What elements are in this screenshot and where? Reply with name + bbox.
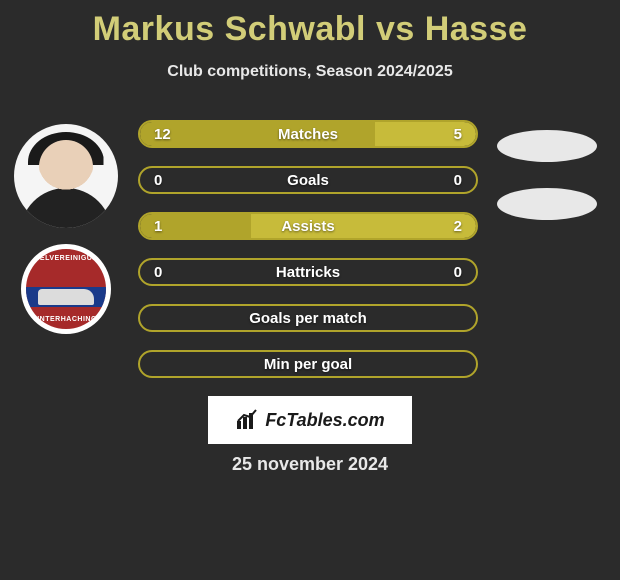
stat-row: 00Hattricks [138,258,478,286]
stat-row: 00Goals [138,166,478,194]
date-label: 25 november 2024 [0,454,620,475]
stats-bars: 125Matches 00Goals 12Assists 00Hattricks Goa… [138,120,478,396]
club2-badge-placeholder [497,188,597,220]
stat-row: Min per goal [138,350,478,378]
right-column [492,120,602,246]
page-title: Markus Schwabl vs Hasse [0,0,620,49]
stat-label: Min per goal [140,356,476,373]
stat-label: Matches [140,126,476,143]
stat-label: Assists [140,218,476,235]
page-subtitle: Club competitions, Season 2024/2025 [0,63,620,81]
stat-label: Goals per match [140,310,476,327]
player-avatar [14,124,118,228]
club-badge: SPIELVEREINIGUNG UNTERHACHING [21,244,111,334]
badge-text-top: SPIELVEREINIGUNG [26,255,106,262]
stat-row: 12Assists [138,212,478,240]
stat-label: Hattricks [140,264,476,281]
badge-text-bottom: UNTERHACHING [26,316,106,323]
left-column: SPIELVEREINIGUNG UNTERHACHING [8,120,123,342]
stat-label: Goals [140,172,476,189]
fctables-logo: FcTables.com [208,396,412,444]
stat-row: 125Matches [138,120,478,148]
player2-avatar-placeholder [497,130,597,162]
logo-text: FcTables.com [265,410,384,431]
chart-icon [235,407,261,433]
stat-row: Goals per match [138,304,478,332]
